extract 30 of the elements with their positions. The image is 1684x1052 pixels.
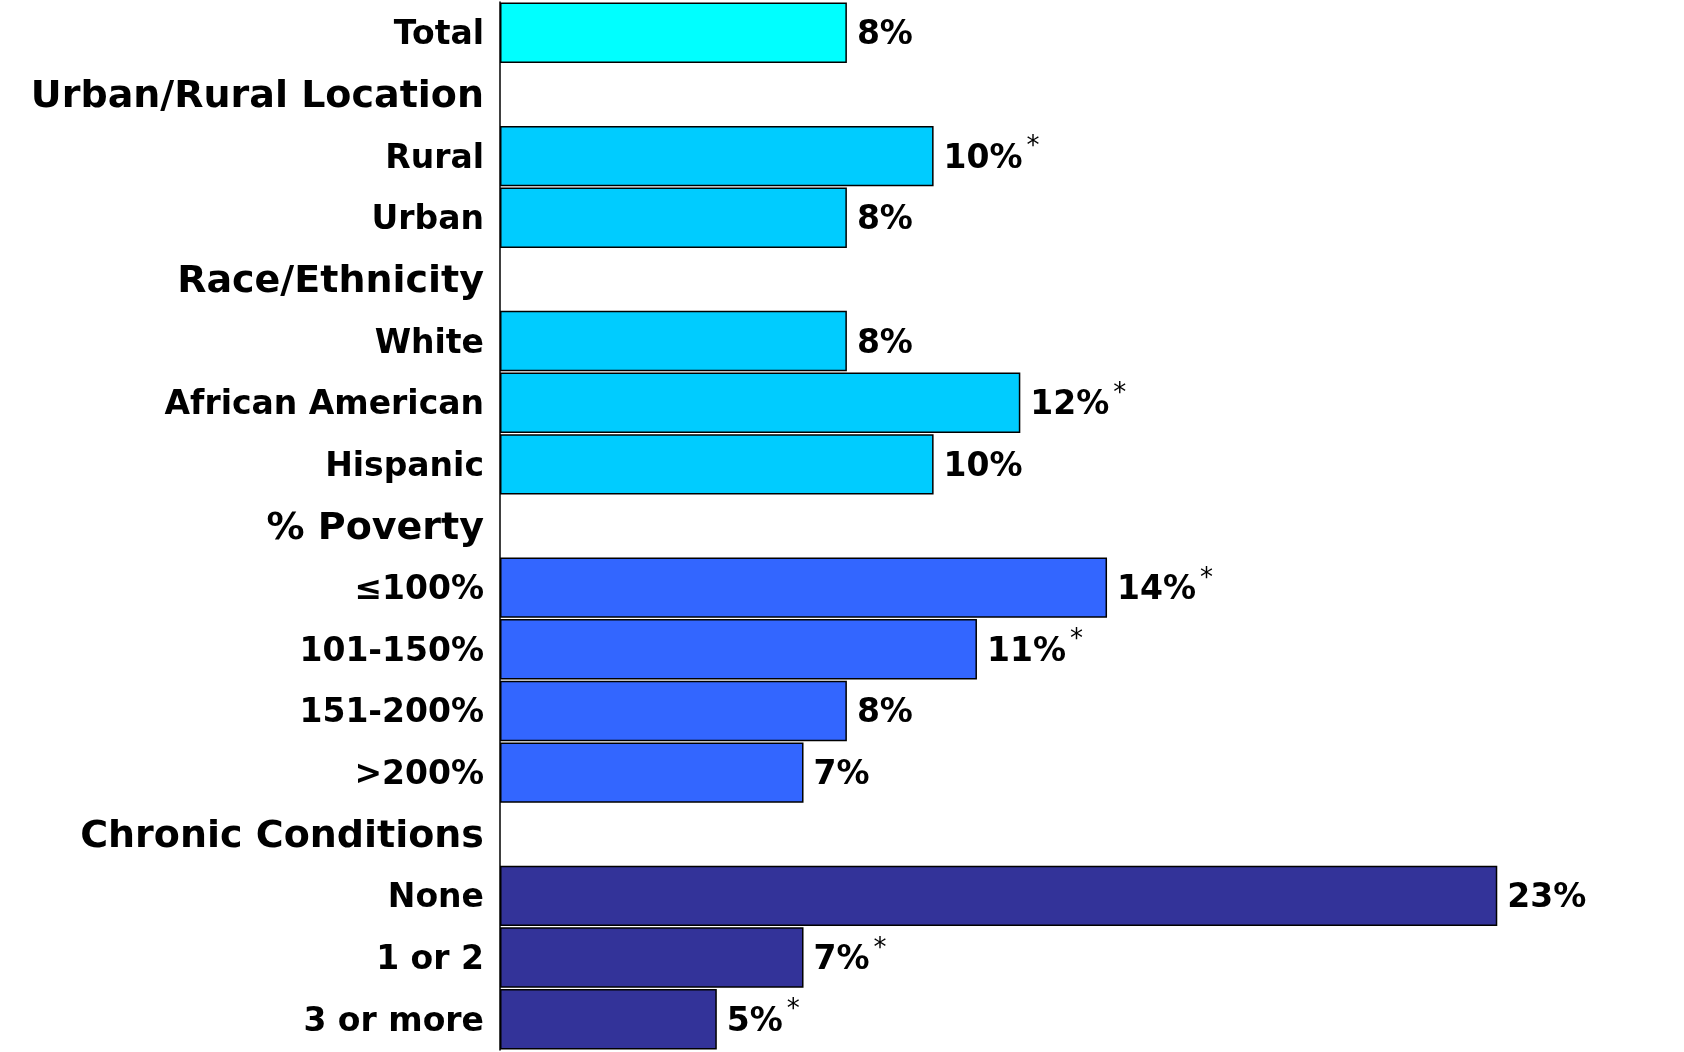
y-tick-label: 1 or 2 bbox=[376, 938, 484, 978]
data-label: 8% bbox=[856, 321, 913, 361]
y-tick-label: White bbox=[374, 321, 484, 361]
y-tick-label: Urban/Rural Location bbox=[30, 72, 484, 117]
data-label: 8% bbox=[856, 691, 913, 731]
y-tick-label: Rural bbox=[385, 136, 484, 176]
y-tick-label: African American bbox=[164, 383, 484, 423]
data-label: 10% bbox=[943, 444, 1023, 484]
data-label: 23% bbox=[1507, 876, 1587, 916]
y-tick-label: >200% bbox=[354, 753, 484, 793]
y-tick-label: 151-200% bbox=[299, 691, 484, 731]
data-label: 11%* bbox=[986, 623, 1083, 669]
y-tick-label: Race/Ethnicity bbox=[177, 257, 485, 302]
data-label: 14%* bbox=[1117, 561, 1214, 608]
y-tick-label: 101-150% bbox=[299, 629, 484, 669]
y-tick-label: 3 or more bbox=[303, 999, 484, 1039]
data-label: 8% bbox=[856, 198, 913, 238]
data-label: 7% bbox=[813, 753, 870, 793]
data-label: 8% bbox=[856, 13, 913, 53]
data-label: 10%* bbox=[943, 130, 1040, 176]
y-tick-label: Hispanic bbox=[325, 444, 484, 484]
y-tick-label: Chronic Conditions bbox=[80, 812, 484, 857]
y-tick-label: % Poverty bbox=[266, 504, 485, 548]
y-tick-label: None bbox=[387, 876, 484, 916]
data-label: 7%* bbox=[813, 931, 887, 978]
y-tick-label: ≤100% bbox=[354, 568, 484, 608]
data-label: 5%* bbox=[726, 993, 800, 1039]
y-tick-label: Urban bbox=[371, 198, 484, 238]
data-label: 12%* bbox=[1030, 376, 1127, 423]
y-tick-label: Total bbox=[393, 13, 484, 53]
